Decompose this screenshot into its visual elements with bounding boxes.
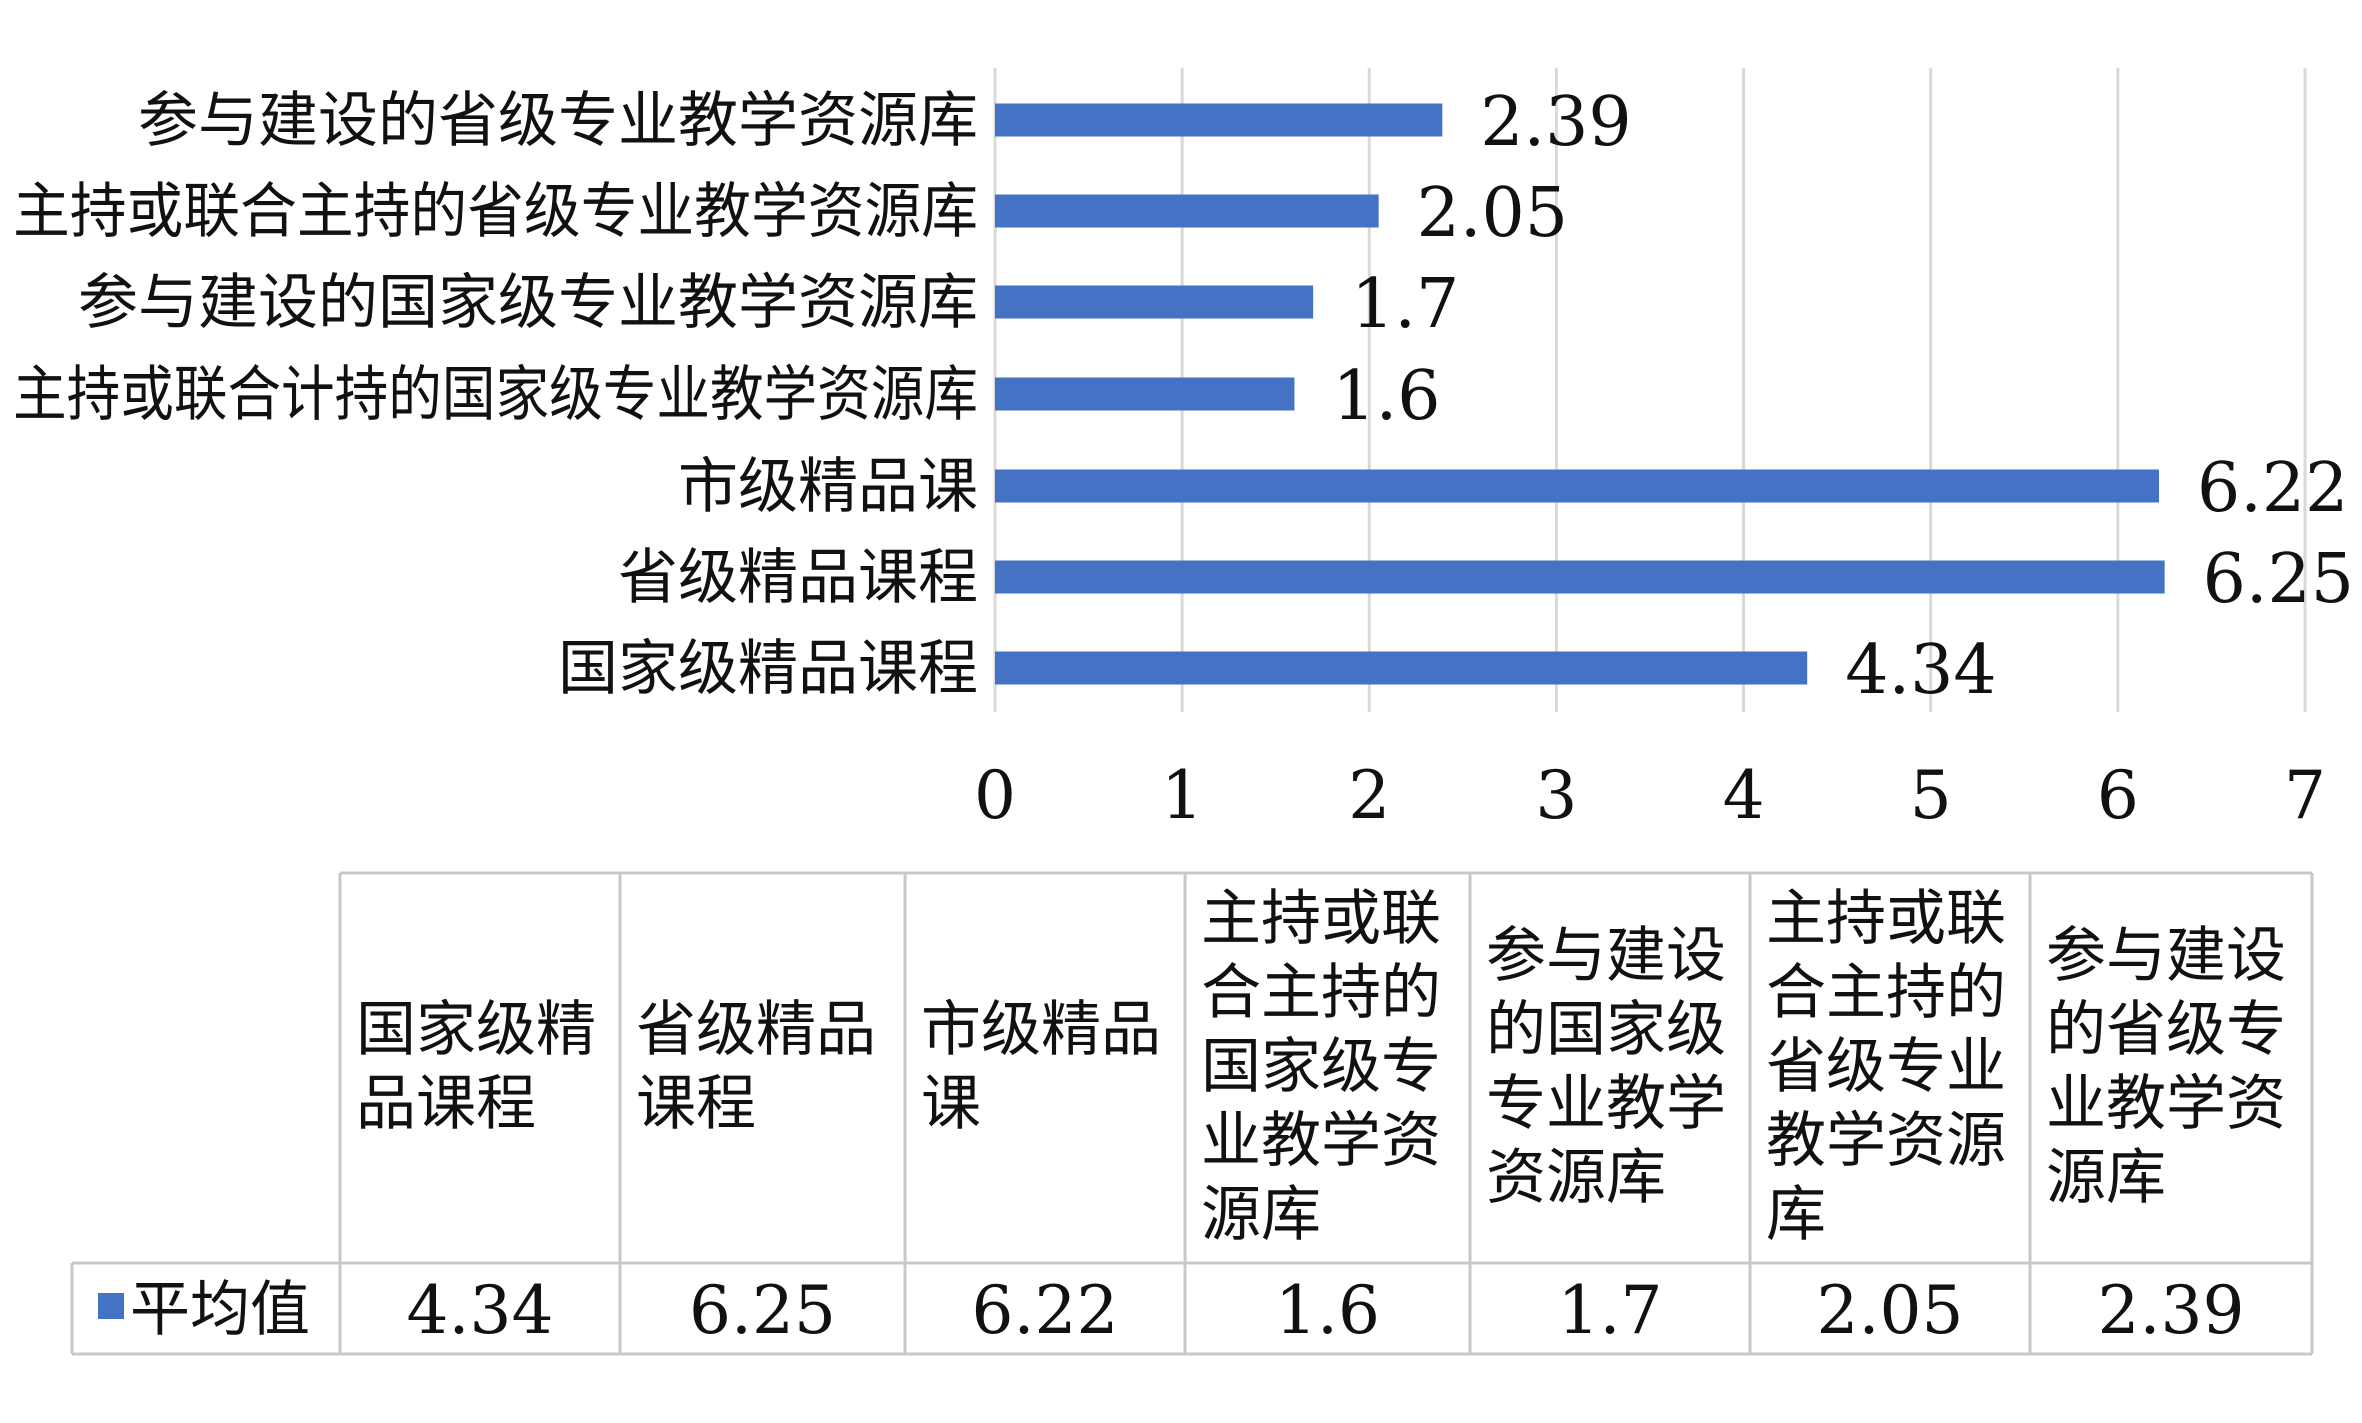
table-value-cell: 6.22 (972, 1272, 1119, 1349)
table-value-cell: 2.39 (2098, 1272, 2245, 1349)
legend-label: 平均值 (130, 1275, 310, 1345)
table-header-line: 源库 (2046, 1143, 2166, 1213)
data-label: 2.05 (1417, 174, 1568, 253)
data-label: 6.22 (2197, 449, 2348, 528)
table-header-line: 国家级专 (1201, 1032, 1441, 1102)
data-label: 4.34 (1845, 631, 1996, 710)
data-label: 1.7 (1351, 265, 1459, 344)
bar (995, 194, 1379, 228)
table-header-line: 专业教学 (1486, 1069, 1726, 1139)
table-header-line: 省级专业 (1766, 1032, 2006, 1102)
data-label: 6.25 (2203, 540, 2354, 619)
table-header-line: 省级精品 (636, 995, 876, 1065)
x-tick-label: 6 (2097, 757, 2139, 834)
table-value-cell: 4.34 (407, 1272, 554, 1349)
category-label: 国家级精品课程 (558, 634, 978, 704)
data-label: 2.39 (1480, 83, 1631, 162)
table-header-line: 课 (921, 1069, 981, 1139)
table-value-cell: 2.05 (1817, 1272, 1964, 1349)
category-label: 市级精品课 (678, 452, 978, 522)
table-header-line: 的省级专 (2046, 995, 2286, 1065)
x-tick-label: 7 (2284, 757, 2326, 834)
x-tick-label: 4 (1723, 757, 1765, 834)
category-label: 参与建设的国家级专业教学资源库 (78, 268, 978, 338)
table-header-line: 业教学资 (2046, 1069, 2286, 1139)
bar (995, 103, 1443, 137)
bar (995, 377, 1295, 411)
table-header-line: 的国家级 (1486, 995, 1726, 1065)
table-header-line: 库 (1766, 1180, 1826, 1250)
table-header-line: 课程 (636, 1069, 756, 1139)
x-tick-label: 1 (1161, 757, 1203, 834)
x-tick-label: 5 (1910, 757, 1952, 834)
x-tick-label: 0 (974, 757, 1016, 834)
table-value-cell: 1.7 (1558, 1272, 1663, 1349)
bar (995, 469, 2160, 503)
category-label: 主持或联合主持的省级专业教学资源库 (13, 177, 978, 247)
table-value-cell: 6.25 (689, 1272, 836, 1349)
table-header-line: 合主持的 (1201, 958, 1441, 1028)
table-header-line: 品课程 (356, 1069, 536, 1139)
table-header-line: 国家级精 (356, 995, 596, 1065)
table-header-line: 主持或联 (1766, 884, 2006, 954)
table-header-line: 教学资源 (1766, 1106, 2006, 1176)
x-tick-label: 3 (1535, 757, 1577, 834)
table-header-line: 资源库 (1486, 1143, 1666, 1213)
legend-key (98, 1293, 124, 1319)
table-header-line: 参与建设 (2046, 921, 2286, 991)
table-header-line: 主持或联 (1201, 884, 1441, 954)
category-label: 主持或联合计持的国家级专业教学资源库 (13, 360, 978, 430)
x-tick-label: 2 (1348, 757, 1390, 834)
bar (995, 560, 2165, 594)
table-header-line: 源库 (1201, 1180, 1321, 1250)
bar (995, 285, 1314, 319)
data-label: 1.6 (1332, 357, 1440, 436)
table-header-line: 参与建设 (1486, 921, 1726, 991)
bar (995, 651, 1808, 685)
category-label: 参与建设的省级专业教学资源库 (138, 86, 978, 156)
table-header-line: 合主持的 (1766, 958, 2006, 1028)
table-value-cell: 1.6 (1275, 1272, 1380, 1349)
table-header-line: 业教学资 (1201, 1106, 1441, 1176)
table-header-line: 市级精品 (921, 995, 1161, 1065)
category-label: 省级精品课程 (618, 543, 978, 613)
